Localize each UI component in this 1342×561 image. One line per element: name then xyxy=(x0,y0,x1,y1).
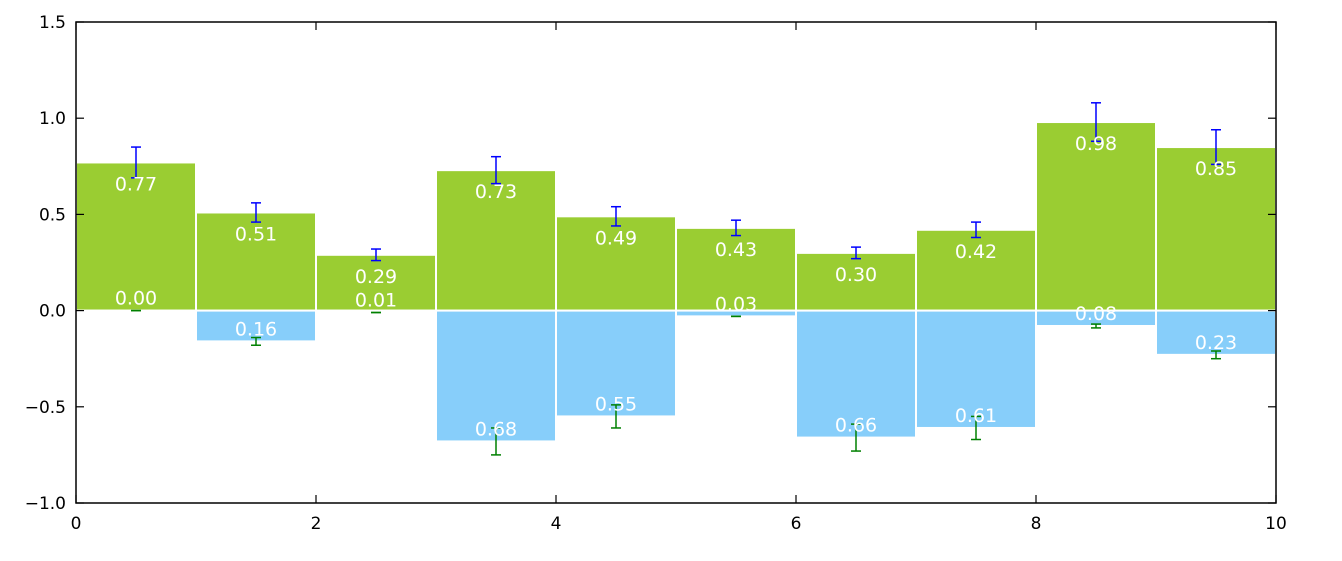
error-bar-series-0-3 xyxy=(491,155,501,185)
y-tick-label: 1.0 xyxy=(39,109,66,129)
bar-series-0-0 xyxy=(75,161,197,312)
bar-label-series-1-1: 0.16 xyxy=(235,318,277,340)
error-bar-series-0-0 xyxy=(131,146,141,179)
bar-label-series-1-8: 0.08 xyxy=(1075,303,1117,325)
bar-label-series-0-0: 0.77 xyxy=(115,173,157,195)
y-tick-label: −0.5 xyxy=(25,398,66,418)
y-tick-label: −1.0 xyxy=(25,494,66,514)
bar-series-1-3 xyxy=(435,309,557,443)
plot-frame xyxy=(75,21,1277,504)
error-bar-series-0-6 xyxy=(851,246,861,260)
error-bar-series-0-1 xyxy=(251,202,261,223)
bar-series-0-9 xyxy=(1155,146,1277,312)
bar-label-series-1-4: 0.55 xyxy=(595,393,637,415)
error-bar-series-0-2 xyxy=(371,248,381,262)
bar-label-series-0-4: 0.49 xyxy=(595,227,637,249)
bar-label-series-1-2: 0.01 xyxy=(355,290,397,312)
error-bar-series-0-4 xyxy=(611,205,621,227)
x-tick-label: 8 xyxy=(1031,514,1042,534)
y-tick-label: 0.0 xyxy=(39,302,66,322)
bar-series-1-4 xyxy=(555,309,677,418)
x-tick-label: 2 xyxy=(311,514,322,534)
error-bar-series-1-8 xyxy=(1091,323,1101,329)
bar-label-series-1-6: 0.66 xyxy=(835,415,877,437)
bar-series-0-7 xyxy=(915,228,1037,312)
bar-label-series-1-5: 0.03 xyxy=(715,293,757,315)
bar-label-series-0-2: 0.29 xyxy=(355,266,397,288)
bar-series-0-1 xyxy=(195,211,317,312)
error-bar-series-1-1 xyxy=(251,336,261,346)
bar-label-series-1-3: 0.68 xyxy=(475,418,517,440)
ticks-layer: 0 2 4 6 8 10 −1.0 −0.5 0.0 0.5 1.0 1.5 xyxy=(25,13,1287,534)
error-bar-series-0-7 xyxy=(971,221,981,239)
bar-series-1-1 xyxy=(195,309,317,343)
bar-label-series-1-9: 0.23 xyxy=(1195,332,1237,354)
error-bar-series-1-6 xyxy=(851,423,861,452)
bar-series-0-5 xyxy=(675,226,797,312)
x-tick-label: 10 xyxy=(1265,514,1287,534)
bar-labels-layer: 0.77 0.51 0.29 0.73 0.49 0.43 0.30 0.42 0.98 0.85… xyxy=(115,133,1237,440)
error-bars-layer xyxy=(131,102,1221,456)
bar-label-series-0-7: 0.42 xyxy=(955,241,997,263)
bar-label-series-0-6: 0.30 xyxy=(835,264,877,286)
bar-series-0-3 xyxy=(435,169,557,312)
error-bar-series-0-9 xyxy=(1211,128,1221,166)
error-bar-series-1-9 xyxy=(1211,350,1221,360)
bar-series-1-7 xyxy=(915,309,1037,429)
bar-label-series-0-8: 0.98 xyxy=(1075,133,1117,155)
error-bar-series-1-4 xyxy=(611,404,621,429)
error-bar-series-1-3 xyxy=(491,427,501,456)
bar-label-series-0-9: 0.85 xyxy=(1195,158,1237,180)
bars-layer xyxy=(75,121,1277,443)
bar-label-series-0-1: 0.51 xyxy=(235,223,277,245)
bar-label-series-0-5: 0.43 xyxy=(715,239,757,261)
y-tick-label: 0.5 xyxy=(39,205,66,225)
bar-label-series-0-3: 0.73 xyxy=(475,181,517,203)
error-bar-series-1-7 xyxy=(971,415,981,441)
bar-label-series-1-0: 0.00 xyxy=(115,288,157,310)
y-tick-label: 1.5 xyxy=(39,13,66,33)
bar-label-series-1-7: 0.61 xyxy=(955,405,997,427)
error-bar-series-0-8 xyxy=(1091,102,1101,143)
x-tick-label: 0 xyxy=(71,514,82,534)
x-tick-label: 4 xyxy=(551,514,562,534)
x-tick-label: 6 xyxy=(791,514,802,534)
error-bar-series-0-5 xyxy=(731,219,741,237)
